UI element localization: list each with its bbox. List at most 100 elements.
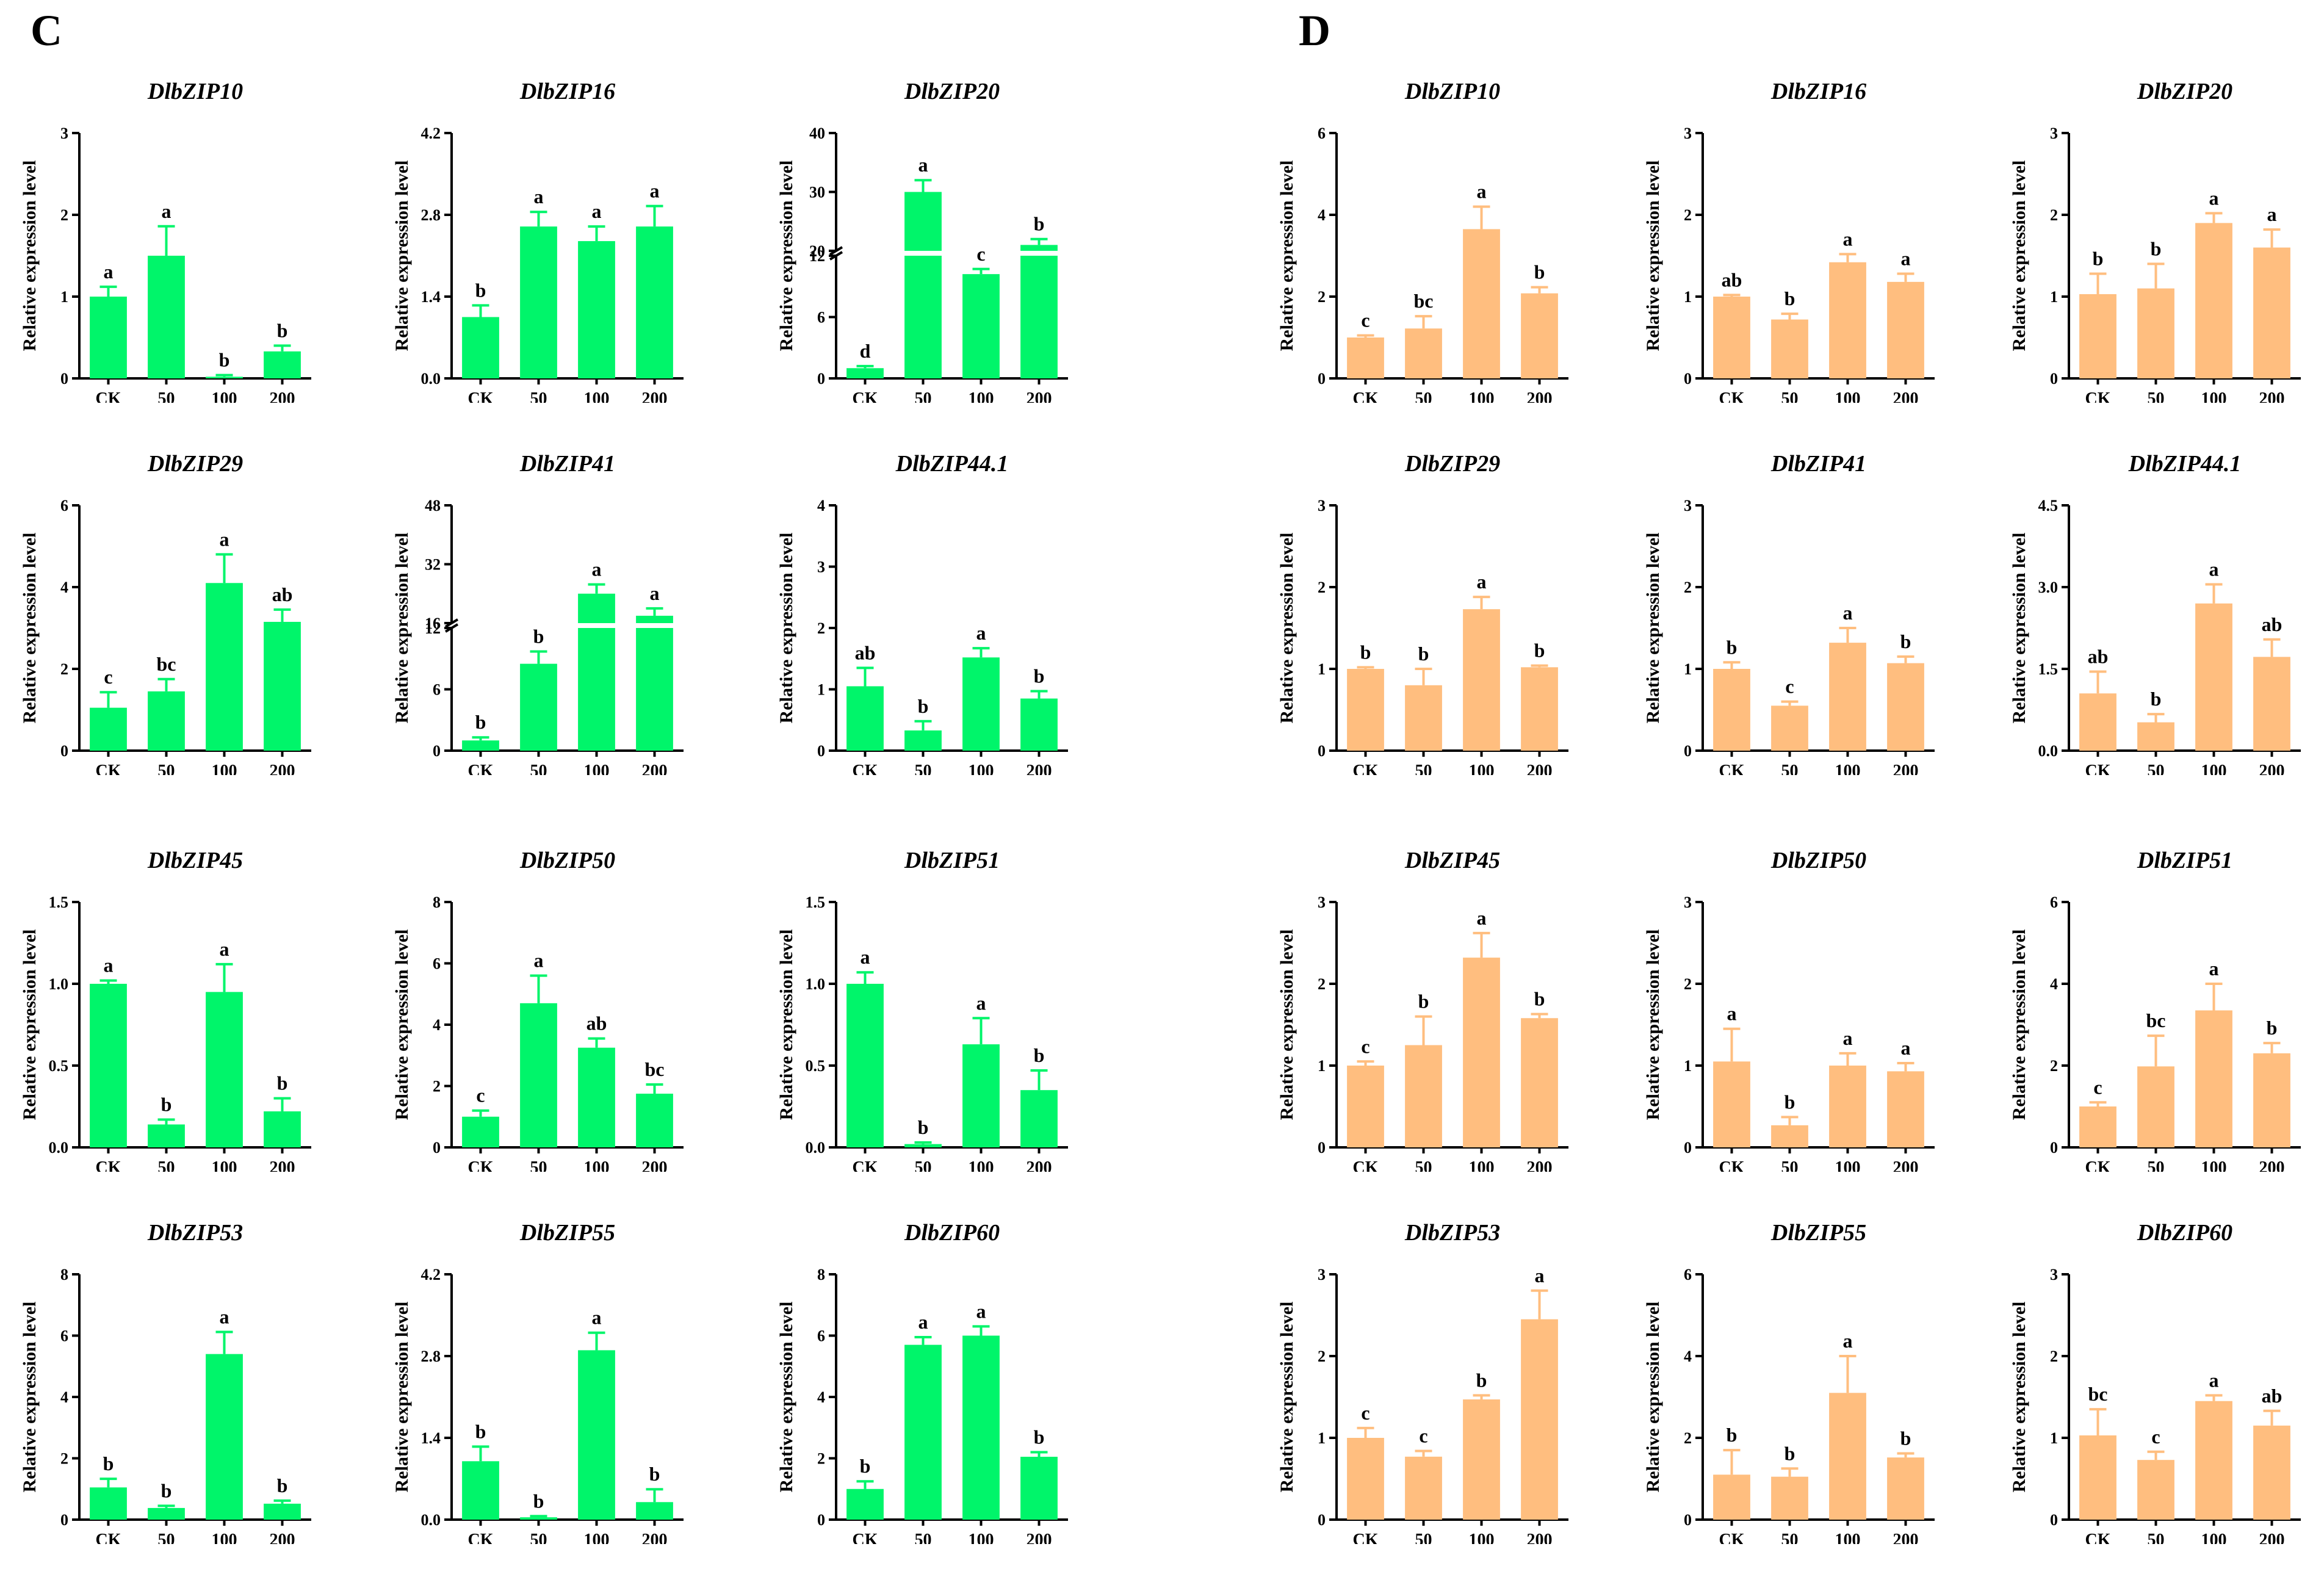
- bar-50: [2137, 289, 2174, 378]
- bar-50: [520, 1003, 557, 1147]
- bar-100: [2195, 1401, 2232, 1520]
- bar-100: [578, 1048, 615, 1147]
- chart-title: DlbZIP45: [1404, 848, 1500, 873]
- y-tick-label: 30: [809, 184, 825, 201]
- bar-break-gap: [904, 251, 942, 256]
- x-tick-label: CK: [853, 1158, 878, 1172]
- bar-200: [1521, 294, 1558, 378]
- y-tick-label: 3: [1684, 125, 1692, 142]
- significance-letter: a: [534, 950, 544, 972]
- chart-svg: DlbZIP53Relative expression level0123cCK…: [1257, 1202, 1599, 1544]
- bar-50: [1405, 1457, 1442, 1520]
- chart-title: DlbZIP16: [1770, 79, 1866, 104]
- significance-letter: ab: [2262, 1385, 2282, 1407]
- bar-50: [148, 1508, 185, 1520]
- x-tick-label: CK: [468, 1531, 494, 1544]
- x-tick-label: 200: [1893, 1158, 1919, 1172]
- y-axis-label: Relative expression level: [2009, 929, 2029, 1120]
- bar-ck: [90, 708, 127, 751]
- chart-title: DlbZIP44.1: [895, 451, 1009, 477]
- significance-letter: b: [860, 1455, 871, 1477]
- y-tick-label: 0.0: [421, 370, 441, 388]
- significance-letter: a: [220, 528, 229, 550]
- y-tick-label: 0.0: [421, 1511, 441, 1529]
- x-tick-label: 100: [584, 762, 610, 775]
- y-tick-label: 4: [1318, 206, 1326, 224]
- chart-title: DlbZIP45: [147, 848, 243, 873]
- x-tick-label: 200: [2259, 1158, 2285, 1172]
- y-axis-label: Relative expression level: [776, 929, 796, 1120]
- significance-letter: a: [1727, 1003, 1737, 1025]
- significance-letter: c: [1419, 1424, 1427, 1446]
- x-tick-label: CK: [2085, 762, 2111, 775]
- x-tick-label: 50: [915, 1158, 932, 1172]
- bar-50: [1405, 685, 1442, 751]
- bar-50: [904, 192, 942, 379]
- significance-letter: a: [1843, 228, 1853, 250]
- significance-letter: a: [1477, 181, 1487, 203]
- y-tick-label: 0: [1684, 370, 1692, 388]
- significance-letter: a: [976, 1300, 986, 1322]
- significance-letter: c: [976, 243, 985, 265]
- significance-letter: b: [1476, 1369, 1487, 1391]
- bar-ck: [90, 984, 127, 1147]
- significance-letter: a: [918, 1311, 928, 1333]
- x-tick-label: CK: [853, 389, 878, 403]
- chart-c-dlbzip44-1: DlbZIP44.1 Relative expression level 0 1 2 3 4…: [757, 433, 1099, 775]
- bar-200: [1020, 699, 1058, 751]
- y-tick-label: 1: [2050, 1429, 2058, 1447]
- significance-letter: ab: [2088, 645, 2109, 667]
- bar-200: [1521, 1018, 1558, 1147]
- x-tick-label: 50: [2148, 762, 2165, 775]
- chart-d-dlbzip16: DlbZIP16 Relative expression level 0 1 2 3 ab C…: [1623, 61, 1965, 403]
- x-tick-label: 200: [2259, 762, 2285, 775]
- significance-letter: b: [475, 279, 486, 301]
- x-tick-label: 100: [212, 1531, 237, 1544]
- y-axis-label: Relative expression level: [20, 161, 40, 352]
- x-tick-label: 200: [1027, 389, 1052, 403]
- bar-ck: [462, 1461, 499, 1520]
- y-tick-label: 2: [433, 1078, 441, 1095]
- bar-100: [1463, 609, 1500, 751]
- x-tick-label: 100: [584, 389, 610, 403]
- significance-letter: b: [475, 711, 486, 733]
- y-tick-label: 2.8: [421, 1348, 441, 1365]
- significance-letter: b: [1360, 641, 1371, 663]
- significance-letter: b: [533, 626, 544, 648]
- significance-letter: b: [1034, 665, 1045, 687]
- y-tick-label: 0: [817, 742, 825, 760]
- x-tick-label: 200: [1527, 389, 1553, 403]
- y-tick-label: 2: [817, 619, 825, 637]
- bar-100: [1829, 262, 1866, 378]
- bar-ck: [90, 297, 127, 378]
- chart-title: DlbZIP20: [2137, 79, 2232, 104]
- chart-title: DlbZIP20: [904, 79, 1000, 104]
- chart-title: DlbZIP10: [147, 79, 243, 104]
- bar-200: [1887, 1457, 1924, 1520]
- x-tick-label: 50: [2148, 1158, 2165, 1172]
- x-tick-label: CK: [1719, 1158, 1745, 1172]
- significance-letter: b: [918, 1116, 929, 1138]
- bar-100: [206, 583, 243, 751]
- y-tick-label: 48: [425, 497, 441, 514]
- y-axis-label: Relative expression level: [2009, 161, 2029, 352]
- significance-letter: b: [2151, 237, 2162, 259]
- significance-letter: b: [1534, 261, 1545, 283]
- significance-letter: a: [1843, 1330, 1853, 1352]
- chart-svg: DlbZIP60Relative expression level02468bC…: [757, 1202, 1099, 1544]
- x-tick-label: 50: [2148, 1531, 2165, 1544]
- x-tick-label: CK: [2085, 1158, 2111, 1172]
- y-axis-label: Relative expression level: [776, 161, 796, 352]
- x-tick-label: 50: [158, 1158, 175, 1172]
- significance-letter: ab: [855, 641, 876, 663]
- y-axis-label: Relative expression level: [2009, 1302, 2029, 1493]
- chart-svg: DlbZIP45Relative expression level0.00.51…: [0, 830, 342, 1172]
- bar-100: [206, 377, 243, 378]
- bar-ck: [1347, 1066, 1384, 1147]
- significance-letter: b: [1034, 1426, 1045, 1448]
- y-tick-label: 3: [1318, 497, 1326, 514]
- bar-200: [2253, 248, 2290, 378]
- y-tick-label: 8: [60, 1266, 68, 1283]
- x-tick-label: 100: [1835, 762, 1861, 775]
